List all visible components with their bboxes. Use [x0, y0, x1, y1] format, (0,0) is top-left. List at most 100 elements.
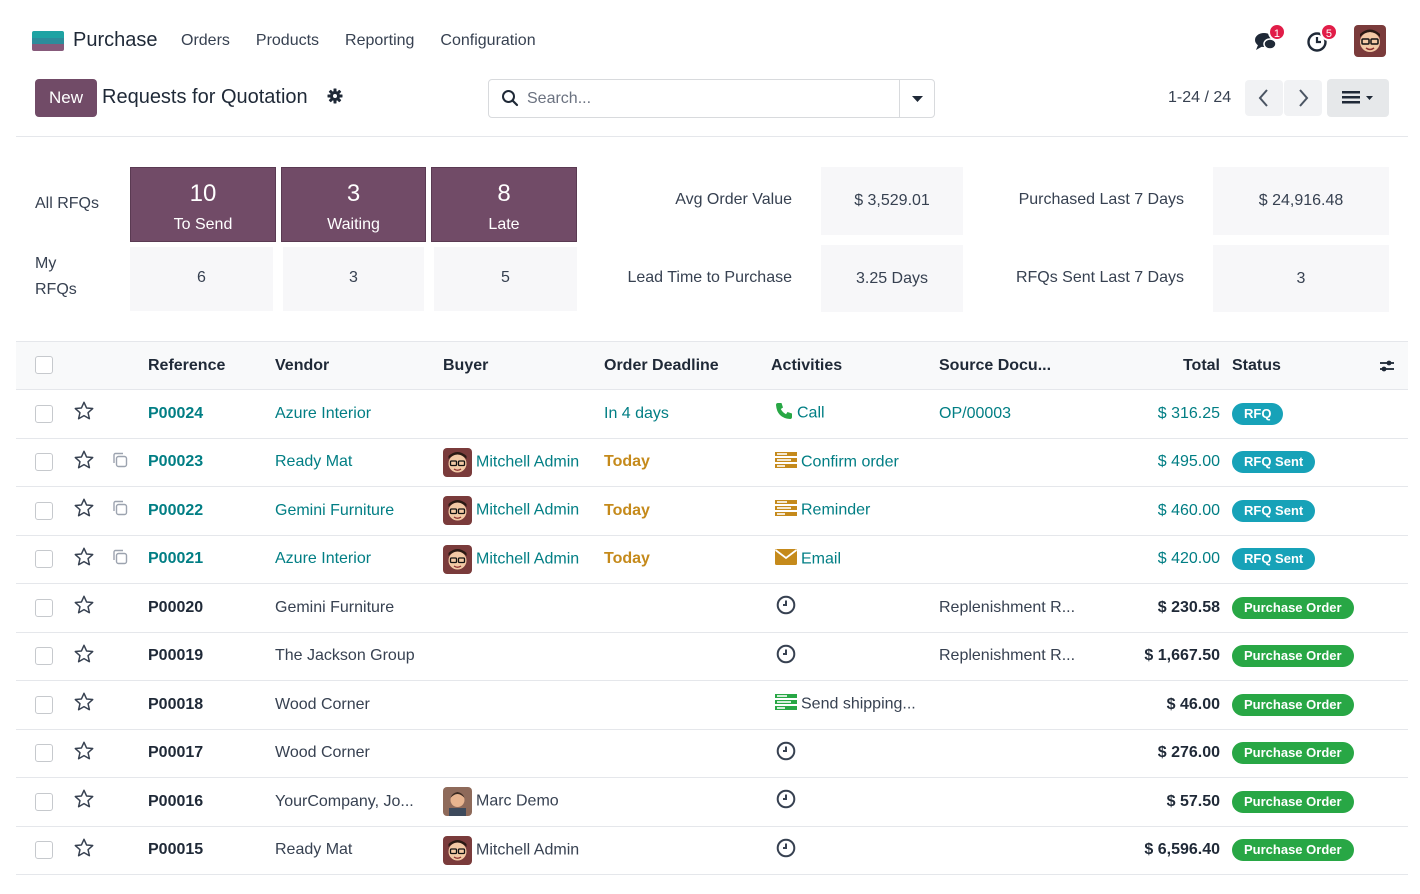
star-icon[interactable] [73, 837, 95, 864]
header-order-deadline[interactable]: Order Deadline [604, 341, 771, 390]
pager-value[interactable]: 1-24 / 24 [1168, 89, 1232, 106]
vendor-value[interactable]: Azure Interior [275, 550, 372, 568]
reference-value[interactable]: P00020 [148, 598, 204, 616]
header-total[interactable]: Total [1142, 341, 1232, 390]
phone-icon[interactable] [774, 401, 794, 426]
table-row[interactable]: P00020 Gemini Furniture Replenishment R...… [16, 583, 1408, 633]
tile-all-waiting[interactable]: 3 Waiting [281, 167, 426, 242]
row-checkbox[interactable] [35, 404, 53, 423]
tile-my-to-send[interactable]: 6 [130, 247, 273, 311]
vendor-value[interactable]: The Jackson Group [275, 647, 415, 665]
row-checkbox[interactable] [35, 841, 53, 860]
row-checkbox[interactable] [35, 550, 53, 569]
row-checkbox[interactable] [35, 453, 53, 472]
optional-columns-icon[interactable] [1378, 357, 1396, 380]
view-switcher-button[interactable] [1327, 79, 1389, 117]
activity-value[interactable]: Reminder [801, 501, 871, 519]
header-vendor[interactable]: Vendor [275, 341, 443, 390]
messages-button[interactable]: 1 [1250, 23, 1286, 57]
header-reference[interactable]: Reference [148, 341, 275, 390]
reference-value[interactable]: P00024 [148, 404, 204, 422]
star-icon[interactable] [73, 594, 95, 621]
page-title[interactable]: Requests for Quotation [102, 86, 308, 108]
star-icon[interactable] [73, 400, 95, 427]
header-status[interactable]: Status [1232, 356, 1281, 374]
purchase-app-icon[interactable] [32, 31, 64, 51]
star-icon[interactable] [73, 449, 95, 476]
vendor-value[interactable]: Azure Interior [275, 404, 372, 422]
header-source-document[interactable]: Source Docu... [939, 341, 1142, 390]
row-checkbox[interactable] [35, 501, 53, 520]
reference-value[interactable]: P00019 [148, 647, 204, 665]
menu-products[interactable]: Products [255, 32, 320, 49]
star-icon[interactable] [73, 740, 95, 767]
reference-value[interactable]: P00022 [148, 501, 204, 519]
reference-value[interactable]: P00015 [148, 841, 204, 859]
search-input[interactable] [527, 88, 887, 110]
row-checkbox[interactable] [35, 647, 53, 666]
menu-orders[interactable]: Orders [181, 32, 230, 49]
buyer-value[interactable]: Mitchell Admin [476, 453, 580, 471]
buyer-value[interactable]: Mitchell Admin [476, 841, 580, 859]
pager-next-button[interactable] [1284, 80, 1322, 116]
vendor-value[interactable]: Ready Mat [275, 841, 353, 859]
activity-value[interactable]: Confirm order [801, 453, 899, 471]
table-row[interactable]: P00023 Ready Mat Mitchell Admin Today Confir… [16, 438, 1408, 487]
app-name[interactable]: Purchase [73, 29, 158, 51]
clock-icon[interactable] [775, 643, 797, 670]
reference-value[interactable]: P00021 [148, 550, 204, 568]
table-row[interactable]: P00015 Ready Mat Mitchell Admin $ 6,596.40 P… [16, 826, 1408, 875]
reference-value[interactable]: P00018 [148, 695, 204, 713]
activity-value[interactable]: Call [797, 404, 825, 422]
copy-icon[interactable] [111, 548, 129, 571]
vendor-value[interactable]: Gemini Furniture [275, 598, 395, 616]
star-icon[interactable] [73, 691, 95, 718]
copy-icon[interactable] [111, 499, 129, 522]
activity-value[interactable]: Email [801, 550, 842, 568]
table-row[interactable]: P00019 The Jackson Group Replenishment R..… [16, 632, 1408, 681]
header-buyer[interactable]: Buyer [443, 341, 604, 390]
gear-icon[interactable] [327, 88, 343, 109]
buyer-avatar[interactable] [443, 447, 472, 477]
tile-my-late[interactable]: 5 [434, 247, 577, 311]
buyer-avatar[interactable] [443, 544, 472, 574]
clock-icon[interactable] [775, 594, 797, 621]
table-row[interactable]: P00016 YourCompany, Jo... Marc Demo $ 57.50… [16, 777, 1408, 827]
vendor-value[interactable]: YourCompany, Jo... [275, 792, 414, 810]
star-icon[interactable] [73, 497, 95, 524]
buyer-avatar[interactable] [443, 835, 472, 865]
copy-icon[interactable] [111, 451, 129, 474]
buyer-value[interactable]: Mitchell Admin [476, 550, 580, 568]
buyer-avatar[interactable] [443, 496, 472, 526]
activity-value[interactable]: Send shipping... [801, 695, 916, 713]
header-activities[interactable]: Activities [771, 341, 939, 390]
new-button[interactable]: New [35, 79, 97, 117]
buyer-avatar[interactable] [443, 787, 472, 817]
star-icon[interactable] [73, 546, 95, 573]
row-checkbox[interactable] [35, 598, 53, 617]
list-icon[interactable] [774, 450, 798, 475]
table-row[interactable]: P00021 Azure Interior Mitchell Admin Today E… [16, 535, 1408, 584]
row-checkbox[interactable] [35, 695, 53, 714]
reference-value[interactable]: P00023 [148, 453, 204, 471]
row-checkbox[interactable] [35, 792, 53, 811]
list-icon[interactable] [774, 498, 798, 523]
clock-icon[interactable] [775, 740, 797, 767]
vendor-value[interactable]: Wood Corner [275, 695, 370, 713]
search-options-toggle[interactable] [899, 80, 934, 117]
table-row[interactable]: P00017 Wood Corner $ 276.00 Purchase Order [16, 729, 1408, 778]
clock-icon[interactable] [775, 788, 797, 815]
star-icon[interactable] [73, 643, 95, 670]
vendor-value[interactable]: Ready Mat [275, 453, 353, 471]
list-icon[interactable] [774, 692, 798, 717]
table-row[interactable]: P00018 Wood Corner Send shipping... $ 46.00… [16, 680, 1408, 730]
clock-icon[interactable] [775, 837, 797, 864]
table-row[interactable]: P00022 Gemini Furniture Mitchell Admin Toda… [16, 486, 1408, 536]
user-avatar[interactable] [1354, 25, 1386, 57]
row-checkbox[interactable] [35, 744, 53, 763]
menu-reporting[interactable]: Reporting [345, 32, 415, 49]
envelope-icon[interactable] [774, 547, 798, 572]
tile-my-waiting[interactable]: 3 [283, 247, 424, 311]
tile-all-late[interactable]: 8 Late [431, 167, 577, 242]
buyer-value[interactable]: Mitchell Admin [476, 501, 580, 519]
